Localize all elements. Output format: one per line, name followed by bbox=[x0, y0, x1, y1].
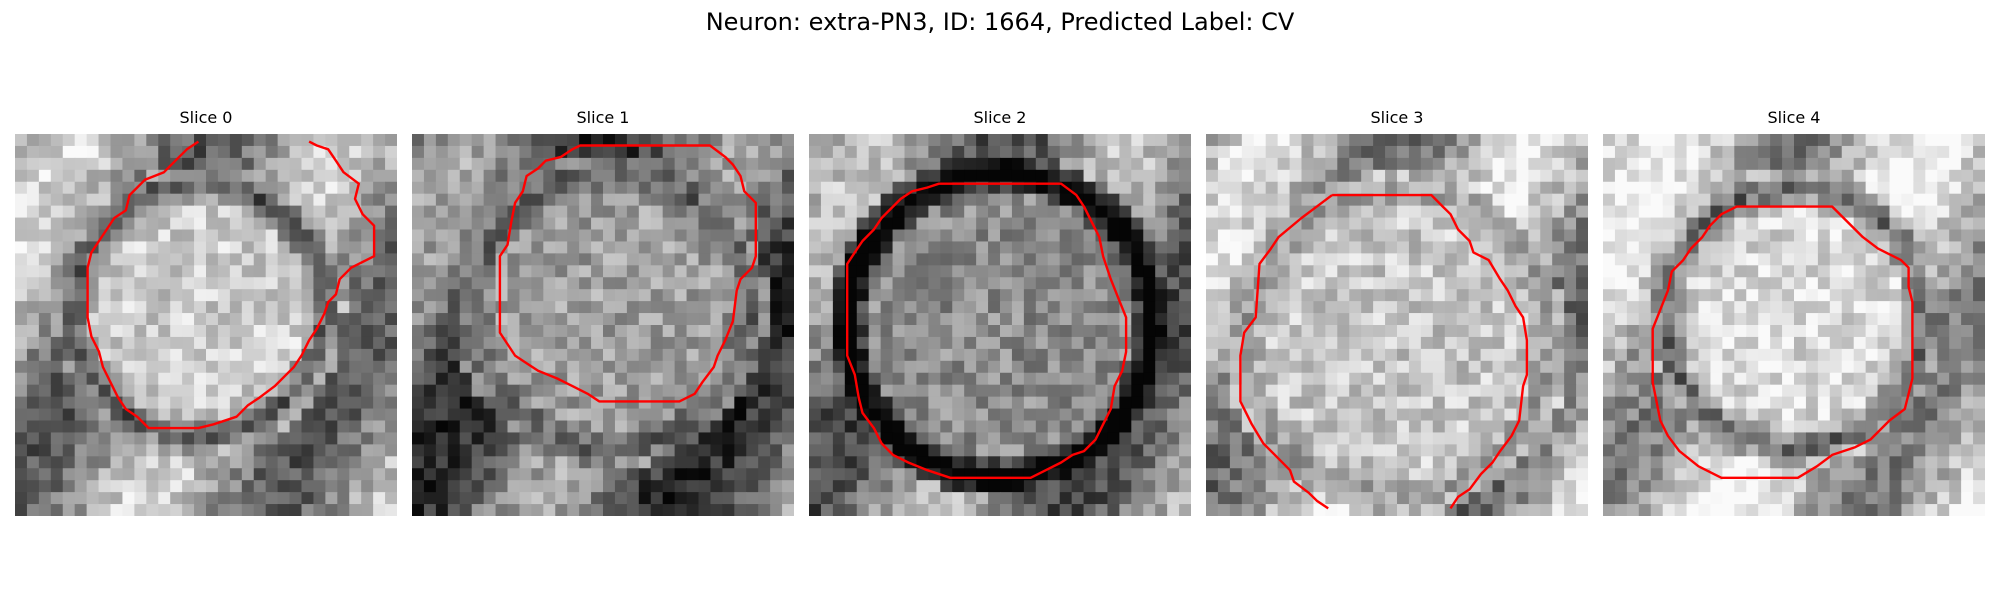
grayscale-pixels bbox=[1603, 134, 1985, 516]
slice-panel-4: Slice 4 bbox=[1603, 108, 1985, 516]
slice-image bbox=[15, 134, 397, 516]
micrograph-svg bbox=[15, 134, 397, 516]
slice-image bbox=[809, 134, 1191, 516]
slice-title: Slice 3 bbox=[1370, 108, 1424, 127]
micrograph-svg bbox=[1603, 134, 1985, 516]
segmentation-contour bbox=[1239, 194, 1333, 510]
slice-image bbox=[1603, 134, 1985, 516]
slice-panel-2: Slice 2 bbox=[809, 108, 1191, 516]
grayscale-pixels bbox=[809, 134, 1191, 516]
grayscale-pixels bbox=[1206, 134, 1588, 516]
slice-image bbox=[412, 134, 794, 516]
slice-panel-0: Slice 0 bbox=[15, 108, 397, 516]
slice-title: Slice 4 bbox=[1767, 108, 1821, 127]
grayscale-pixels bbox=[412, 134, 794, 516]
grayscale-pixels bbox=[15, 134, 397, 516]
segmentation-contour bbox=[86, 140, 376, 430]
slice-panel-1: Slice 1 bbox=[412, 108, 794, 516]
slice-title: Slice 0 bbox=[179, 108, 233, 127]
micrograph-svg bbox=[1206, 134, 1588, 516]
figure-title: Neuron: extra-PN3, ID: 1664, Predicted L… bbox=[705, 8, 1295, 36]
micrograph-svg bbox=[412, 134, 794, 516]
micrograph-svg bbox=[809, 134, 1191, 516]
segmentation-contour bbox=[498, 144, 757, 403]
segmentation-contour bbox=[1332, 193, 1529, 510]
segmentation-contour bbox=[1651, 205, 1914, 479]
slice-panel-3: Slice 3 bbox=[1206, 108, 1588, 516]
slice-image bbox=[1206, 134, 1588, 516]
segmentation-contour bbox=[846, 182, 1128, 479]
slice-title: Slice 1 bbox=[576, 108, 630, 127]
slice-title: Slice 2 bbox=[973, 108, 1027, 127]
